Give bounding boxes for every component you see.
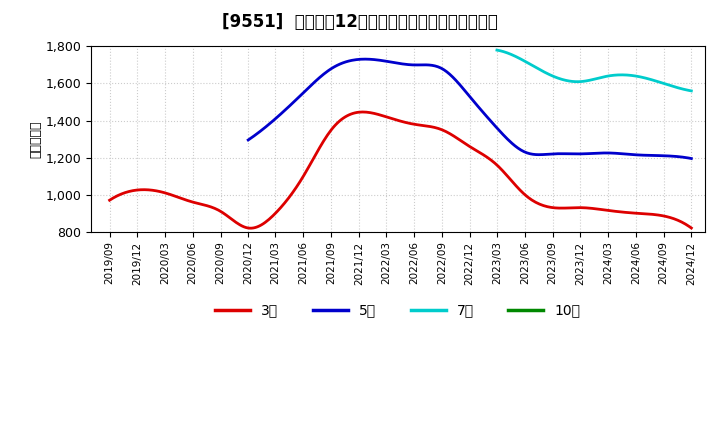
Text: [9551]  経常利益12か月移動合計の標準偏差の推移: [9551] 経常利益12か月移動合計の標準偏差の推移 xyxy=(222,13,498,31)
Y-axis label: （百万円）: （百万円） xyxy=(30,120,42,158)
Legend: 3年, 5年, 7年, 10年: 3年, 5年, 7年, 10年 xyxy=(210,298,586,323)
